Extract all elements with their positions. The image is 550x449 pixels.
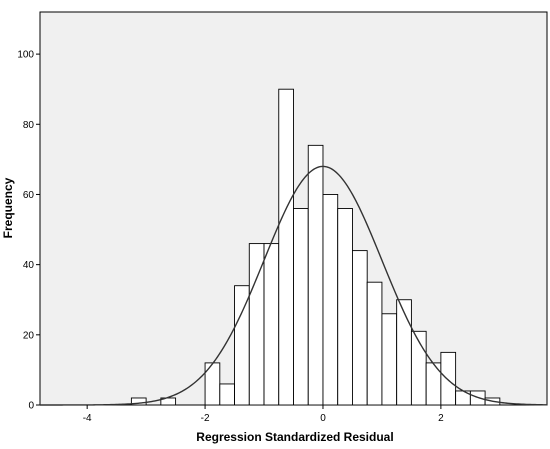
histogram-bar [234, 285, 250, 406]
normal-curve [40, 165, 548, 406]
histogram-bar [381, 313, 398, 406]
histogram-bar [440, 351, 457, 406]
histogram-bar [366, 281, 383, 406]
histogram-bar [322, 194, 339, 406]
histogram-bar [352, 250, 368, 406]
x-tick-label: -4 [83, 413, 92, 424]
y-tick-label: 80 [23, 120, 35, 131]
histogram-bar [293, 208, 309, 406]
y-axis-title: Frequency [1, 177, 15, 238]
histogram-bar [396, 299, 412, 406]
y-axis: 0 20 40 60 80 100 [17, 50, 40, 412]
x-tick-label: 2 [438, 413, 444, 424]
x-axis-title: Regression Standardized Residual [196, 430, 393, 444]
histogram-bar [337, 208, 353, 406]
x-tick-label: -2 [201, 413, 210, 424]
histogram-bar [307, 144, 324, 406]
histogram-bar [278, 88, 294, 406]
histogram-bar [130, 397, 147, 406]
y-tick-label: 40 [23, 260, 35, 271]
y-tick-label: 20 [23, 330, 35, 341]
histogram-bar [219, 383, 235, 406]
histogram-bars [130, 88, 501, 406]
y-tick-label: 60 [23, 190, 35, 201]
x-axis: -4 -2 0 2 [83, 405, 444, 424]
histogram-bar [248, 243, 265, 406]
y-tick-label: 100 [17, 50, 34, 61]
histogram-bar [263, 243, 280, 406]
y-tick-label: 0 [28, 401, 34, 412]
x-tick-label: 0 [320, 413, 326, 424]
